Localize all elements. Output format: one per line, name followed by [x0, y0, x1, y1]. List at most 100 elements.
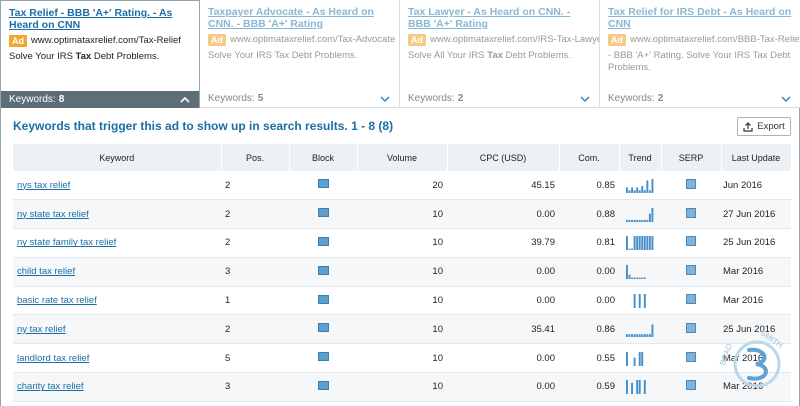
column-header[interactable]: Pos. [221, 144, 290, 171]
trend-bar [631, 187, 634, 193]
block-icon[interactable] [317, 352, 329, 362]
trend-bar [646, 236, 649, 251]
table-header-row: Keyword Pos. Block Volume CPC (USD) Com. Trend… [13, 144, 792, 171]
ad-card[interactable]: Taxpayer Advocate - As Heard on CNN. - B… [200, 0, 400, 108]
ad-description: Solve Your IRS Tax Debt Problems. [9, 51, 191, 63]
column-header[interactable]: Last Update [721, 144, 792, 171]
trend-bar [633, 357, 636, 366]
table-row: child tax relief 3 10 0.00 0.00 Mar 2016 [13, 257, 791, 287]
ad-title[interactable]: Taxpayer Advocate - As Heard on CNN. - B… [208, 6, 374, 30]
trend-bar [633, 236, 636, 251]
column-header[interactable]: Volume [357, 144, 448, 171]
competition-cell: 0.00 [559, 286, 619, 316]
trend-sparkline [626, 236, 654, 251]
table-row: ny state tax relief 2 10 0.00 0.88 27 Ju… [13, 199, 791, 230]
trend-bar [628, 334, 631, 337]
ad-card[interactable]: Tax Relief for IRS Debt - As Heard on CN… [600, 0, 800, 108]
keyword-link[interactable]: ny tax relief [17, 323, 66, 335]
position-cell: 2 [221, 171, 289, 201]
table-row: basic rate tax relief 1 10 0.00 0.00 Mar… [13, 286, 791, 316]
block-icon[interactable] [317, 236, 329, 246]
trend-sparkline [626, 265, 646, 280]
keyword-link[interactable]: basic rate tax relief [17, 295, 97, 307]
block-icon[interactable] [317, 179, 329, 189]
block-cell [289, 257, 357, 287]
ad-keywords-label: Keywords: [408, 93, 455, 104]
trend-bar [636, 219, 639, 222]
trend-bar [633, 189, 636, 193]
trend-bar [638, 351, 641, 366]
ad-title[interactable]: Tax Relief for IRS Debt - As Heard on CN… [608, 6, 792, 30]
cpc-cell: 0.00 [447, 199, 559, 230]
block-cell [289, 199, 357, 230]
column-header[interactable]: Com. [559, 144, 620, 171]
trend-bar [651, 178, 654, 193]
volume-cell: 10 [357, 228, 447, 258]
trend-bar [628, 249, 631, 251]
volume-cell: 20 [357, 171, 447, 201]
serp-icon[interactable] [686, 236, 696, 247]
keyword-link[interactable]: landlord tax relief [17, 352, 90, 364]
trend-bar [643, 294, 646, 309]
ad-description: - BBB 'A+' Rating. Solve Your IRS Tax De… [608, 50, 792, 74]
serp-cell [661, 228, 721, 258]
keyword-link[interactable]: ny state family tax relief [17, 237, 117, 249]
keyword-link[interactable]: child tax relief [17, 266, 76, 278]
keyword-link[interactable]: nys tax relief [17, 179, 71, 191]
serp-icon[interactable] [686, 207, 696, 218]
keyword-cell: ny state family tax relief [13, 228, 221, 258]
trend-sparkline [626, 351, 644, 366]
serp-icon[interactable] [686, 294, 696, 305]
ad-card[interactable]: Tax Lawyer - As Heard on CNN. - BBB 'A+'… [400, 0, 600, 108]
ad-description: Solve Your IRS Tax Debt Problems. [208, 50, 391, 62]
block-icon[interactable] [317, 208, 329, 218]
trend-cell [619, 286, 661, 316]
last-update-cell: Mar 2016 [721, 286, 791, 316]
column-header[interactable]: Trend [619, 144, 662, 171]
ad-body: Taxpayer Advocate - As Heard on CNN. - B… [200, 0, 399, 88]
trend-bar [651, 207, 654, 222]
block-icon[interactable] [317, 265, 329, 275]
ad-description: Solve All Your IRS Tax Debt Problems. [408, 50, 591, 62]
ad-keywords-toggle[interactable]: Keywords: 8 [1, 91, 199, 108]
trend-bar [643, 189, 646, 193]
competition-cell: 0.00 [559, 257, 619, 287]
trend-bar [626, 219, 628, 222]
ad-keywords-toggle[interactable]: Keywords: 2 [600, 90, 800, 107]
last-update-cell: Mar 2016 [721, 343, 791, 374]
column-header[interactable]: Block [289, 144, 358, 171]
ad-keywords-toggle[interactable]: Keywords: 2 [400, 90, 599, 107]
export-button[interactable]: Export [737, 117, 791, 136]
ad-title[interactable]: Tax Lawyer - As Heard on CNN. - BBB 'A+'… [408, 6, 571, 30]
column-header[interactable]: CPC (USD) [447, 144, 560, 171]
block-icon[interactable] [317, 380, 329, 390]
serp-icon[interactable] [686, 178, 696, 189]
trend-bar [638, 236, 641, 251]
trend-bar [646, 219, 649, 222]
trend-bar [626, 380, 628, 395]
trend-bar [641, 277, 644, 280]
keyword-link[interactable]: ny state tax relief [17, 208, 89, 220]
trend-sparkline [626, 207, 654, 222]
serp-icon[interactable] [686, 380, 696, 391]
position-cell: 2 [221, 199, 289, 230]
trend-bar [636, 380, 639, 395]
ad-keywords-count: 2 [657, 93, 664, 104]
ad-url-row: Ad www.optimataxrelief.com/Tax-Advocate [208, 33, 395, 46]
last-update-cell: Jun 2016 [721, 171, 791, 201]
serp-icon[interactable] [686, 351, 696, 362]
column-header[interactable]: Keyword [13, 144, 222, 171]
block-icon[interactable] [317, 323, 329, 333]
block-icon[interactable] [317, 294, 329, 304]
last-update-cell: 25 Jun 2016 [721, 228, 791, 258]
keyword-link[interactable]: charity tax relief [17, 381, 84, 393]
keyword-cell: basic rate tax relief [13, 286, 221, 316]
ad-card[interactable]: Tax Relief - BBB 'A+' Rating. - As Heard… [0, 0, 200, 108]
table-row: charity tax relief 3 10 0.00 0.59 Mar 20… [13, 372, 791, 402]
ad-keywords-info: Keywords: 2 [408, 93, 463, 104]
column-header[interactable]: SERP [661, 144, 722, 171]
ad-keywords-toggle[interactable]: Keywords: 5 [200, 90, 399, 107]
serp-icon[interactable] [686, 322, 696, 333]
serp-icon[interactable] [686, 265, 696, 276]
ad-title[interactable]: Tax Relief - BBB 'A+' Rating. - As Heard… [9, 7, 173, 31]
